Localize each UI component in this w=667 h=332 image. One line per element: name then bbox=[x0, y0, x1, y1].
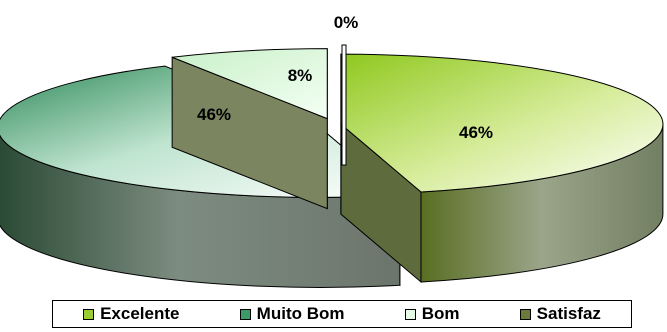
slice-bom bbox=[171, 48, 328, 210]
slice-bom-top bbox=[171, 48, 328, 120]
chart-legend: Excelente Muito Bom Bom Satisfaz bbox=[52, 300, 632, 328]
pie-chart-svg: 46% 46% 8% 0% bbox=[0, 13, 664, 288]
legend-item-bom: Bom bbox=[404, 304, 460, 324]
legend-label-satisfaz: Satisfaz bbox=[536, 304, 601, 323]
legend-label-excelente: Excelente bbox=[100, 304, 180, 323]
slice-excelente-top bbox=[340, 53, 664, 193]
legend-swatch-excelente bbox=[83, 308, 95, 320]
slice-excelente bbox=[340, 53, 664, 284]
legend-swatch-bom bbox=[404, 308, 416, 320]
legend-swatch-muito-bom bbox=[239, 308, 251, 320]
data-label-bom: 8% bbox=[288, 66, 313, 85]
slice-satisfaz bbox=[341, 44, 347, 166]
data-label-excelente: 46% bbox=[459, 123, 493, 142]
data-label-satisfaz: 0% bbox=[334, 13, 359, 32]
legend-label-muito-bom: Muito Bom bbox=[256, 304, 345, 323]
pie-chart: 46% 46% 8% 0% bbox=[0, 13, 664, 288]
data-label-muito-bom: 46% bbox=[197, 105, 231, 124]
legend-item-muito-bom: Muito Bom bbox=[239, 304, 345, 324]
legend-swatch-satisfaz bbox=[519, 308, 531, 320]
legend-item-excelente: Excelente bbox=[83, 304, 179, 324]
legend-item-satisfaz: Satisfaz bbox=[519, 304, 601, 324]
legend-label-bom: Bom bbox=[421, 304, 460, 323]
